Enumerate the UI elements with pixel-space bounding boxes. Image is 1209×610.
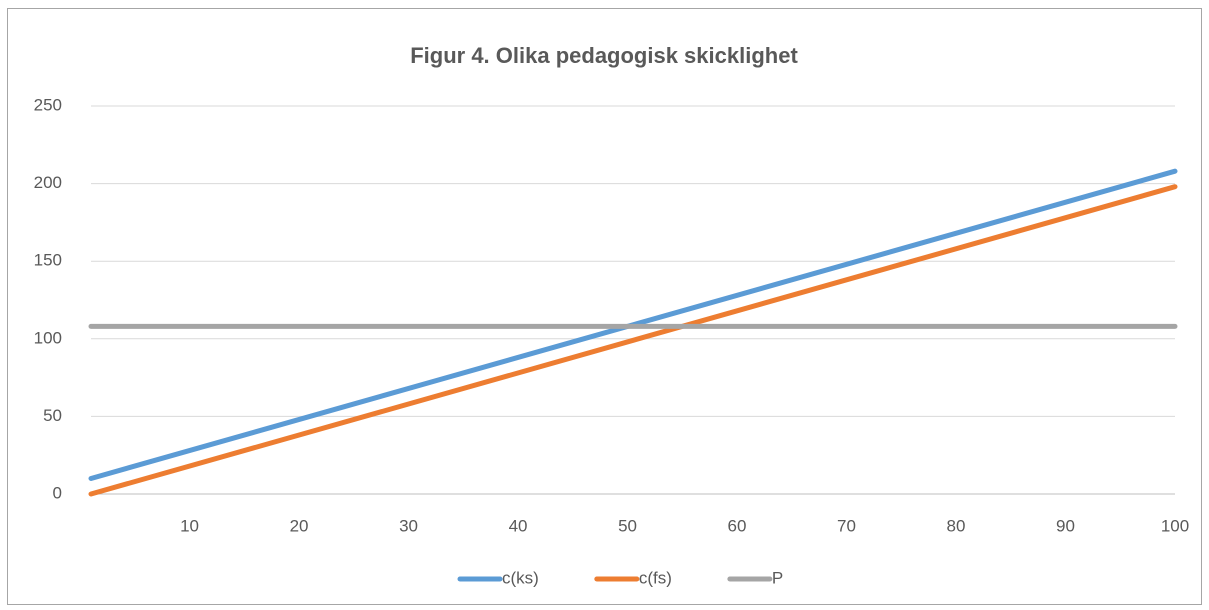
chart-border <box>7 8 1202 605</box>
y-tick-label: 50 <box>43 406 62 425</box>
y-tick-label: 250 <box>34 95 62 114</box>
x-tick-label: 50 <box>618 516 637 535</box>
y-tick-label: 100 <box>34 328 62 347</box>
x-tick-label: 90 <box>1056 516 1075 535</box>
x-tick-label: 10 <box>180 516 199 535</box>
series-line <box>88 184 1178 497</box>
x-tick-label: 70 <box>837 516 856 535</box>
legend-label: c(ks) <box>502 568 539 587</box>
x-tick-label: 60 <box>728 516 747 535</box>
x-tick-label: 30 <box>399 516 418 535</box>
legend-label: P <box>772 568 783 587</box>
y-tick-label: 150 <box>34 251 62 270</box>
x-tick-label: 40 <box>509 516 528 535</box>
chart-title: Figur 4. Olika pedagogisk skicklighet <box>410 43 798 68</box>
x-tick-label: 100 <box>1161 516 1189 535</box>
x-tick-label: 80 <box>947 516 966 535</box>
legend-label: c(fs) <box>639 568 672 587</box>
x-tick-label: 20 <box>290 516 309 535</box>
y-tick-label: 200 <box>34 173 62 192</box>
y-tick-label: 0 <box>53 483 62 502</box>
